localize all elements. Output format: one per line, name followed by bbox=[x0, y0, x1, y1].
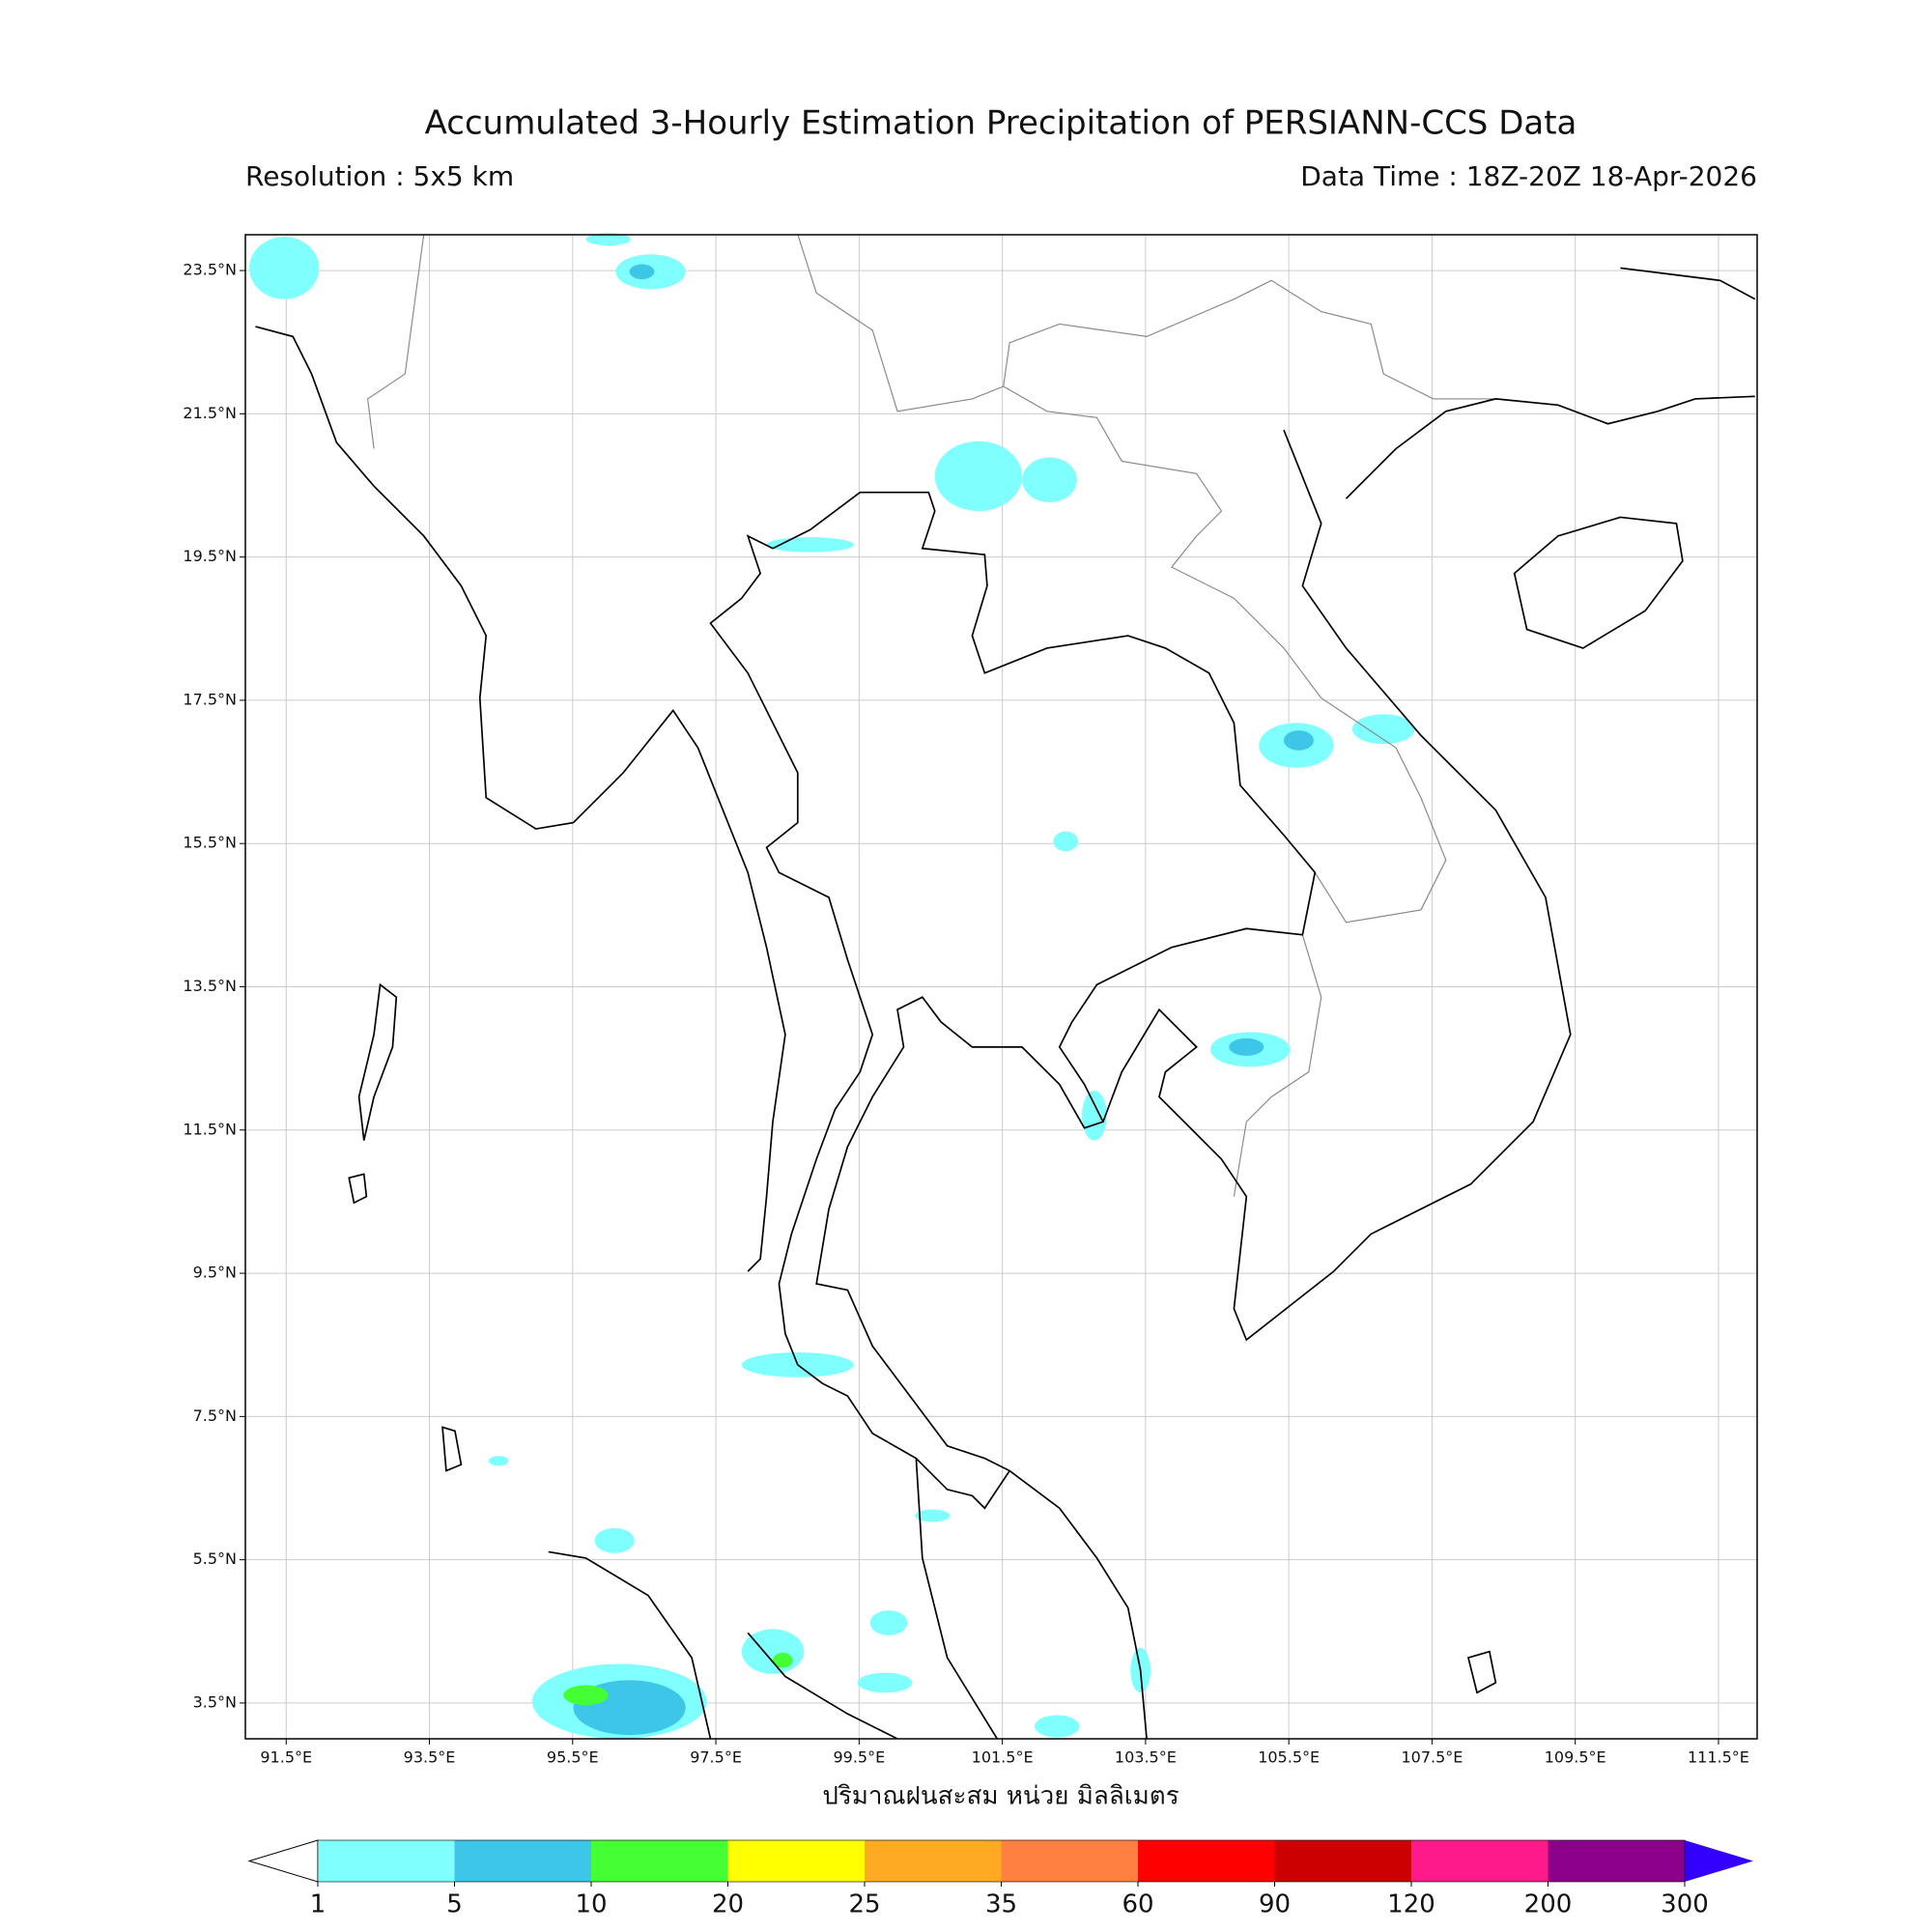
y-tick-label: 11.5°N bbox=[183, 1120, 237, 1138]
y-tick-label: 13.5°N bbox=[183, 977, 237, 995]
resolution-label: Resolution : 5x5 km bbox=[245, 160, 514, 192]
rain-area bbox=[857, 1672, 913, 1693]
rain-area bbox=[488, 1456, 509, 1466]
x-tick-label: 97.5°E bbox=[690, 1748, 742, 1767]
colorbar-label: 10 bbox=[575, 1890, 607, 1919]
rain-area bbox=[1351, 714, 1415, 745]
colorbar-swatch bbox=[727, 1840, 866, 1882]
x-tick-label: 105.5°E bbox=[1258, 1748, 1320, 1767]
colorbar-label: 20 bbox=[712, 1890, 744, 1919]
country-border bbox=[1003, 385, 1447, 923]
data-time-label: Data Time : 18Z-20Z 18-Apr-2026 bbox=[1300, 160, 1757, 192]
colorbar-swatch bbox=[865, 1840, 1002, 1882]
y-tick-label: 19.5°N bbox=[183, 547, 237, 565]
colorbar-label: 5 bbox=[446, 1890, 463, 1919]
y-tick-label: 5.5°N bbox=[193, 1549, 237, 1568]
x-tick-label: 103.5°E bbox=[1115, 1748, 1177, 1767]
x-axis-label: ปริมาณฝนสะสม หน่วย มิลลิเมตร bbox=[822, 1782, 1179, 1811]
coastline bbox=[1345, 395, 1755, 499]
rain-area bbox=[629, 264, 655, 280]
colorbar-label: 200 bbox=[1524, 1890, 1573, 1919]
rain-area bbox=[563, 1685, 609, 1706]
rain-area bbox=[1081, 1091, 1107, 1141]
island-outline bbox=[1513, 516, 1684, 649]
y-tick-label: 7.5°N bbox=[193, 1406, 237, 1425]
coastline bbox=[747, 1632, 898, 1740]
coastline bbox=[548, 1550, 712, 1740]
rain-area bbox=[869, 1610, 908, 1635]
rain-areas bbox=[249, 233, 1415, 1739]
rain-area bbox=[1229, 1037, 1264, 1056]
x-tick-label: 91.5°E bbox=[260, 1748, 312, 1767]
rain-area bbox=[1053, 831, 1079, 852]
colorbar-swatch bbox=[591, 1840, 728, 1882]
colorbar-swatch bbox=[1274, 1840, 1412, 1882]
colorbar-swatch bbox=[1138, 1840, 1275, 1882]
colorbar-label: 90 bbox=[1259, 1890, 1291, 1919]
colorbar-swatch bbox=[454, 1840, 592, 1882]
rain-area bbox=[585, 233, 631, 246]
coastline bbox=[1009, 1469, 1148, 1740]
colorbar-label: 1 bbox=[310, 1890, 327, 1919]
x-tick-label: 95.5°E bbox=[547, 1748, 599, 1767]
coastline bbox=[255, 326, 786, 1272]
rain-area bbox=[934, 440, 1023, 512]
coastline bbox=[1102, 429, 1572, 1342]
island-outline bbox=[1466, 1650, 1497, 1694]
rain-area bbox=[1034, 1715, 1080, 1738]
y-tick-label: 15.5°N bbox=[183, 834, 237, 852]
map-outlines bbox=[255, 234, 1756, 1740]
y-tick-label: 21.5°N bbox=[183, 404, 237, 422]
coastline bbox=[915, 1458, 998, 1740]
rain-area bbox=[1022, 457, 1077, 502]
colorbar-label: 60 bbox=[1122, 1890, 1153, 1919]
y-tick-label: 23.5°N bbox=[183, 261, 237, 279]
island-outline bbox=[348, 1173, 368, 1205]
x-tick-label: 99.5°E bbox=[833, 1748, 885, 1767]
coastline bbox=[1620, 267, 1756, 300]
x-tick-label: 101.5°E bbox=[972, 1748, 1034, 1767]
x-tick-label: 93.5°E bbox=[404, 1748, 456, 1767]
colorbar: 1 5 10 20 25 35 60 90 120 200 300 bbox=[247, 1839, 1753, 1919]
colorbar-label: 120 bbox=[1387, 1890, 1435, 1919]
colorbar-swatch bbox=[1411, 1840, 1548, 1882]
grid bbox=[245, 235, 1757, 1739]
rain-area bbox=[1284, 730, 1314, 751]
y-tick-label: 9.5°N bbox=[193, 1264, 237, 1282]
x-tick-label: 109.5°E bbox=[1545, 1748, 1606, 1767]
colorbar-swatch bbox=[318, 1840, 455, 1882]
colorbar-swatch bbox=[1001, 1840, 1139, 1882]
map-layer bbox=[249, 233, 1756, 1740]
rain-area bbox=[915, 1509, 951, 1522]
rain-area bbox=[594, 1527, 635, 1553]
colorbar-label: 300 bbox=[1661, 1890, 1709, 1919]
colorbar-over bbox=[1685, 1840, 1753, 1882]
colorbar-label: 35 bbox=[985, 1890, 1017, 1919]
y-tick-label: 3.5°N bbox=[193, 1692, 237, 1711]
rain-area bbox=[772, 1652, 793, 1668]
country-border bbox=[367, 234, 425, 449]
map-title: Accumulated 3-Hourly Estimation Precipit… bbox=[425, 104, 1577, 143]
colorbar-label: 25 bbox=[848, 1890, 880, 1919]
country-border bbox=[797, 234, 1496, 412]
island-outline bbox=[441, 1426, 463, 1472]
y-tick-label: 17.5°N bbox=[183, 690, 237, 708]
rain-area bbox=[249, 237, 320, 299]
x-tick-label: 107.5°E bbox=[1401, 1748, 1463, 1767]
colorbar-swatch bbox=[1548, 1840, 1686, 1882]
thailand-outline bbox=[709, 491, 1317, 1510]
x-tick-label: 111.5°E bbox=[1688, 1748, 1749, 1767]
island-outline bbox=[357, 982, 398, 1141]
country-border bbox=[1233, 934, 1322, 1197]
